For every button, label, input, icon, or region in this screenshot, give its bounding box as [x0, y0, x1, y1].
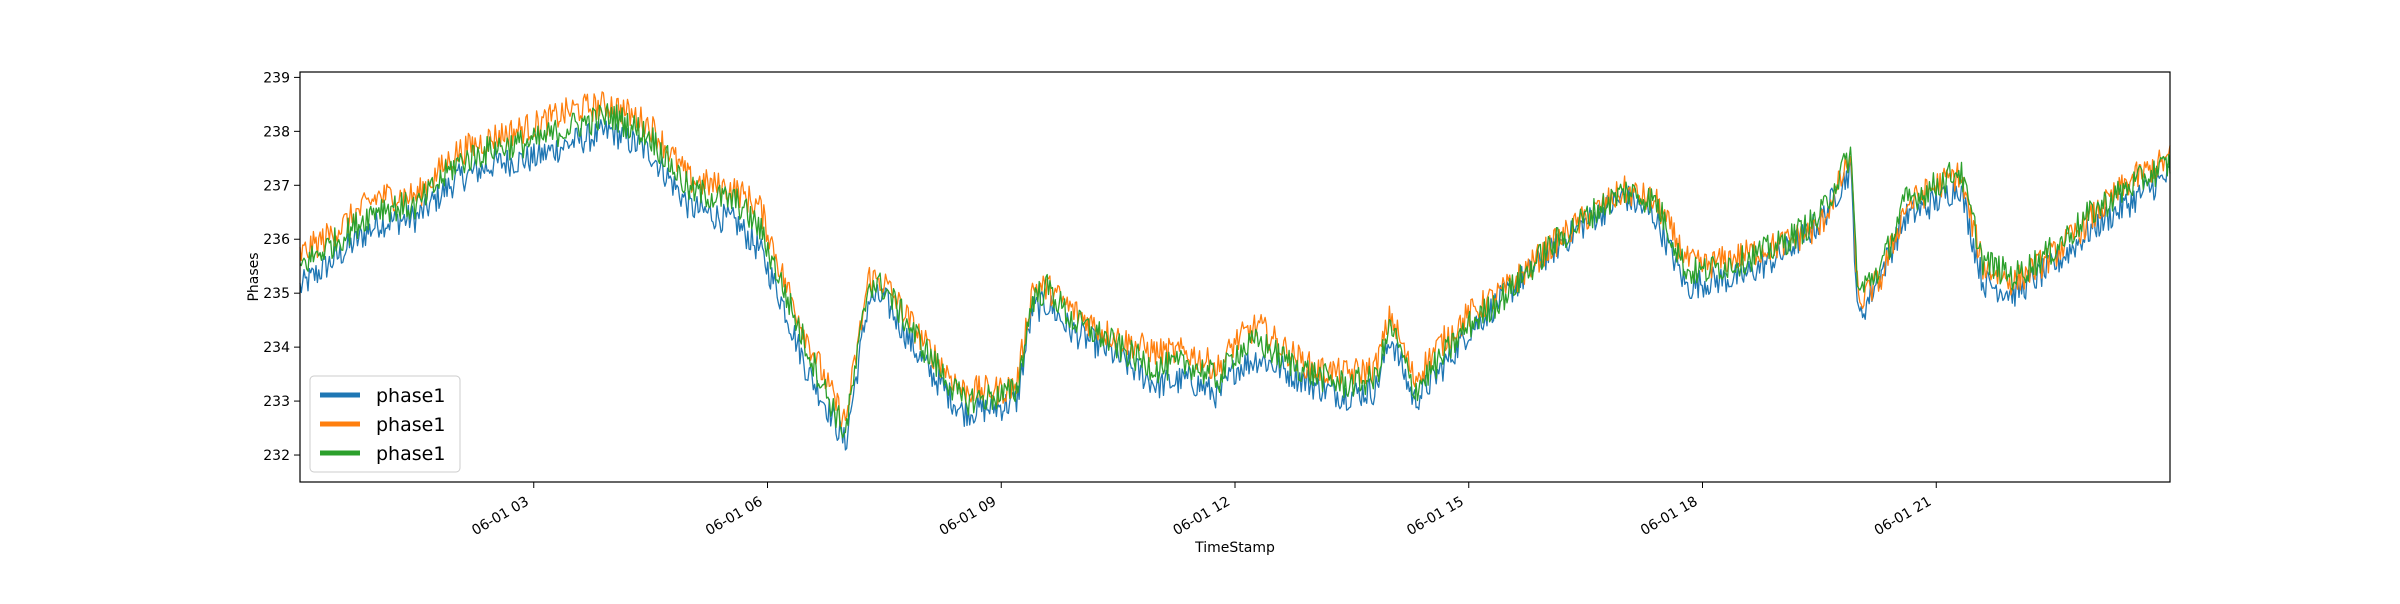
x-axis-label: TimeStamp [1194, 540, 1275, 556]
x-tick-label: 06-01 12 [1170, 494, 1233, 539]
y-tick-label: 234 [263, 340, 290, 356]
y-tick-label: 232 [263, 448, 290, 464]
legend-label: phase1 [376, 414, 445, 436]
legend-label: phase1 [376, 385, 445, 407]
x-axis: 06-01 03 06-01 06 06-01 09 06-01 12 06-01 15… [469, 482, 1937, 539]
y-axis: 232 233 234 235 236 237 238 239 [263, 70, 300, 464]
x-tick-label: 06-01 06 [703, 494, 766, 539]
legend: phase1 phase1 phase1 [309, 375, 461, 473]
y-tick-label: 235 [263, 286, 290, 302]
y-tick-label: 238 [263, 124, 290, 140]
legend-label: phase1 [376, 443, 445, 465]
series-line-1 [299, 119, 2171, 451]
x-tick-label: 06-01 21 [1872, 494, 1935, 539]
x-tick-label: 06-01 15 [1404, 494, 1467, 539]
y-axis-label: Phases [246, 252, 262, 301]
y-tick-label: 236 [263, 232, 290, 248]
series-layer [299, 91, 2171, 451]
series-line-3 [299, 103, 2171, 439]
legend-box [309, 375, 461, 473]
y-tick-label: 239 [263, 70, 290, 86]
series-line-2 [299, 91, 2171, 428]
y-tick-label: 237 [263, 178, 290, 194]
legend-items: phase1 phase1 phase1 [320, 385, 445, 465]
y-tick-label: 233 [263, 394, 290, 410]
x-tick-label: 06-01 18 [1638, 494, 1701, 539]
x-tick-label: 06-01 03 [469, 494, 532, 539]
x-tick-label: 06-01 09 [937, 494, 1000, 539]
